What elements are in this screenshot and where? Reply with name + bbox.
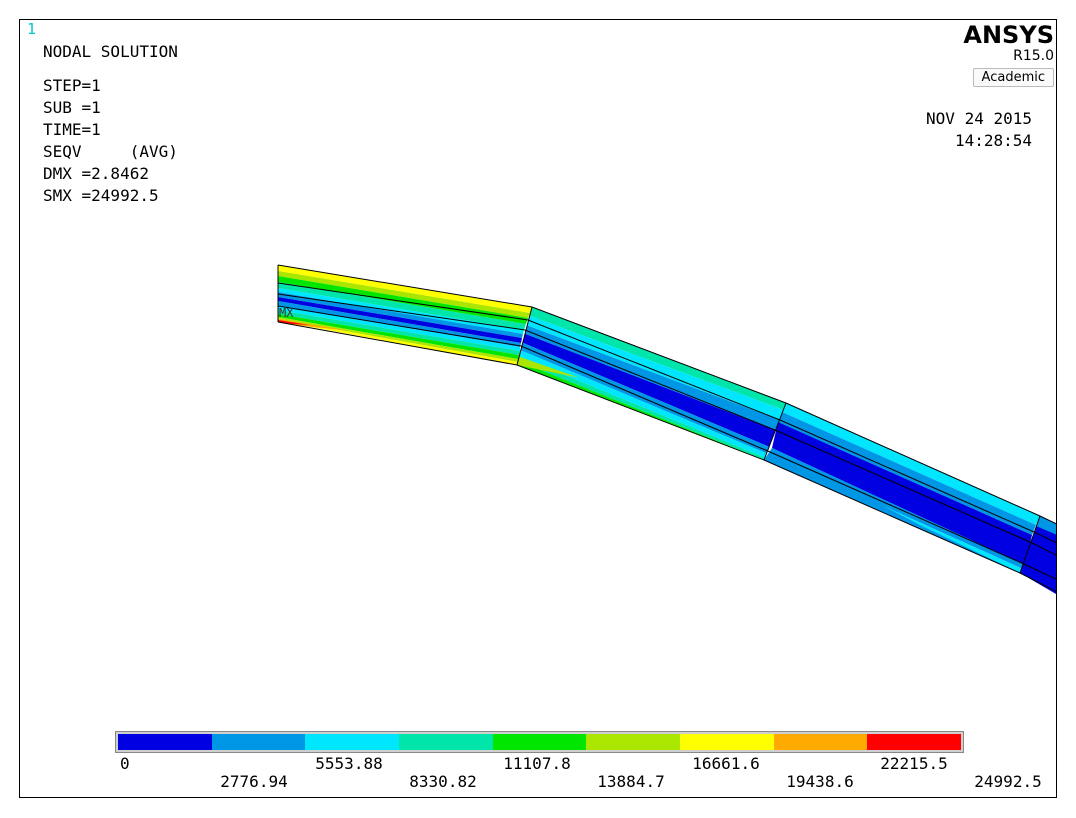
brand-version: R15.0 <box>1013 48 1054 64</box>
element-edges <box>277 264 1056 593</box>
legend-value-3: 8330.82 <box>409 772 477 791</box>
info-smx: SMX =24992.5 <box>43 186 159 205</box>
legend-swatch-6 <box>586 734 681 750</box>
legend-swatch-2 <box>211 734 306 750</box>
legend-swatch-4 <box>399 734 493 750</box>
edition-badge: Academic <box>972 68 1054 87</box>
legend-swatch-9 <box>867 734 962 750</box>
info-time: TIME=1 <box>43 120 101 139</box>
legend-swatch-1 <box>118 734 212 750</box>
legend-swatch-7 <box>680 734 774 750</box>
time-label: 14:28:54 <box>954 131 1032 150</box>
legend-swatch-8 <box>773 734 868 750</box>
legend-value-4: 11107.8 <box>503 754 571 773</box>
legend-value-6: 16661.6 <box>692 754 760 773</box>
info-substep: SUB =1 <box>43 98 101 117</box>
plot-title: NODAL SOLUTION <box>43 42 178 61</box>
info-result-item: SEQV (AVG) <box>43 142 178 161</box>
brand-logo: ANSYS <box>963 21 1054 49</box>
window-number: 1 <box>27 20 37 38</box>
legend-swatch-3 <box>305 734 400 750</box>
legend-value-5: 13884.7 <box>597 772 665 791</box>
date-label: NOV 24 2015 <box>926 109 1032 128</box>
timestamp: NOV 24 2015 14:28:54 <box>926 108 1032 152</box>
legend-value-8: 22215.5 <box>880 754 948 773</box>
legend-value-9: 24992.5 <box>974 772 1042 791</box>
legend-value-7: 19438.6 <box>786 772 854 791</box>
brand-block: ANSYS R15.0 Academic <box>963 22 1054 87</box>
contour-legend <box>115 731 964 753</box>
max-marker: MX <box>279 306 294 320</box>
element-group-4 <box>1020 516 1056 620</box>
legend-swatch-5 <box>492 734 587 750</box>
info-dmx: DMX =2.8462 <box>43 164 149 183</box>
legend-value-1: 2776.94 <box>220 772 288 791</box>
contour-model[interactable]: MX <box>20 20 1057 798</box>
legend-value-0: 0 <box>120 754 130 773</box>
solution-info: STEP=1 SUB =1 TIME=1 SEQV (AVG) DMX =2.8… <box>43 75 178 207</box>
info-step: STEP=1 <box>43 76 101 95</box>
legend-value-2: 5553.88 <box>315 754 383 773</box>
element-group-3 <box>764 403 1040 573</box>
element-group-2 <box>517 307 786 460</box>
graphics-window[interactable]: 1 NODAL SOLUTION STEP=1 SUB =1 TIME=1 SE… <box>19 19 1057 798</box>
